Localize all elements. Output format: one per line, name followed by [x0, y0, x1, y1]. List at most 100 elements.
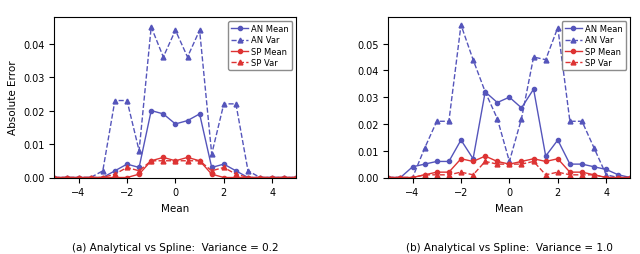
- SP Var: [530, 160, 538, 163]
- AN Var: [63, 176, 70, 179]
- AN Mean: [256, 176, 264, 179]
- SP Var: [268, 176, 276, 179]
- SP Mean: [590, 174, 598, 177]
- SP Var: [590, 174, 598, 177]
- SP Mean: [256, 176, 264, 179]
- AN Mean: [280, 176, 288, 179]
- AN Var: [292, 176, 300, 179]
- SP Mean: [469, 160, 477, 163]
- AN Mean: [421, 163, 429, 166]
- AN Var: [590, 147, 598, 150]
- SP Var: [469, 174, 477, 177]
- AN Var: [493, 118, 501, 121]
- SP Mean: [268, 176, 276, 179]
- AN Mean: [469, 157, 477, 161]
- AN Var: [87, 176, 95, 179]
- AN Var: [542, 59, 550, 62]
- AN Var: [566, 120, 573, 123]
- AN Var: [280, 176, 288, 179]
- SP Var: [602, 176, 610, 179]
- SP Mean: [421, 174, 429, 177]
- SP Var: [614, 176, 622, 179]
- AN Var: [99, 170, 107, 173]
- AN Mean: [196, 113, 204, 116]
- AN Mean: [232, 170, 240, 173]
- SP Var: [385, 176, 392, 179]
- SP Var: [506, 163, 513, 166]
- AN Mean: [99, 176, 107, 179]
- AN Var: [506, 160, 513, 163]
- SP Mean: [614, 176, 622, 179]
- Legend: AN Mean, AN Var, SP Mean, SP Var: AN Mean, AN Var, SP Mean, SP Var: [228, 22, 292, 71]
- Line: AN Mean: AN Mean: [52, 109, 298, 180]
- Line: AN Var: AN Var: [52, 25, 299, 180]
- SP Mean: [506, 163, 513, 166]
- SP Var: [232, 173, 240, 176]
- AN Mean: [518, 107, 525, 110]
- AN Var: [627, 176, 634, 179]
- AN Var: [184, 56, 191, 59]
- AN Mean: [75, 176, 83, 179]
- SP Var: [159, 160, 167, 163]
- SP Mean: [208, 173, 216, 176]
- SP Var: [135, 170, 143, 173]
- AN Var: [232, 103, 240, 106]
- SP Var: [75, 176, 83, 179]
- SP Var: [99, 176, 107, 179]
- AN Var: [159, 56, 167, 59]
- AN Mean: [506, 96, 513, 99]
- SP Mean: [232, 176, 240, 179]
- AN Var: [518, 118, 525, 121]
- AN Var: [135, 150, 143, 153]
- SP Var: [256, 176, 264, 179]
- SP Mean: [385, 176, 392, 179]
- SP Mean: [280, 176, 288, 179]
- SP Mean: [196, 160, 204, 163]
- SP Mean: [542, 160, 550, 163]
- X-axis label: Mean: Mean: [495, 203, 524, 213]
- AN Mean: [184, 120, 191, 123]
- SP Mean: [87, 176, 95, 179]
- AN Var: [578, 120, 586, 123]
- SP Mean: [159, 156, 167, 159]
- SP Mean: [566, 171, 573, 174]
- SP Mean: [292, 176, 300, 179]
- AN Mean: [292, 176, 300, 179]
- Line: AN Mean: AN Mean: [387, 88, 632, 180]
- SP Mean: [409, 176, 417, 179]
- SP Mean: [457, 157, 465, 161]
- AN Var: [123, 100, 131, 103]
- AN Mean: [397, 176, 404, 179]
- AN Var: [457, 24, 465, 27]
- SP Var: [280, 176, 288, 179]
- SP Mean: [147, 160, 155, 163]
- AN Mean: [385, 176, 392, 179]
- AN Var: [421, 147, 429, 150]
- AN Mean: [566, 163, 573, 166]
- AN Var: [196, 29, 204, 33]
- Text: (a) Analytical vs Spline:  Variance = 0.2: (a) Analytical vs Spline: Variance = 0.2: [72, 242, 279, 252]
- AN Var: [256, 176, 264, 179]
- SP Mean: [493, 160, 501, 163]
- AN Var: [244, 170, 252, 173]
- AN Var: [51, 176, 58, 179]
- AN Var: [602, 174, 610, 177]
- SP Var: [578, 174, 586, 177]
- AN Mean: [530, 88, 538, 91]
- AN Mean: [590, 166, 598, 169]
- AN Mean: [409, 166, 417, 169]
- AN Mean: [542, 155, 550, 158]
- SP Mean: [397, 176, 404, 179]
- AN Mean: [147, 110, 155, 113]
- SP Var: [433, 174, 440, 177]
- SP Mean: [123, 176, 131, 179]
- SP Var: [518, 163, 525, 166]
- SP Mean: [51, 176, 58, 179]
- SP Var: [542, 174, 550, 177]
- SP Mean: [445, 171, 452, 174]
- AN Mean: [172, 123, 179, 126]
- AN Mean: [627, 176, 634, 179]
- AN Mean: [208, 166, 216, 169]
- SP Var: [445, 174, 452, 177]
- Line: SP Mean: SP Mean: [52, 156, 298, 180]
